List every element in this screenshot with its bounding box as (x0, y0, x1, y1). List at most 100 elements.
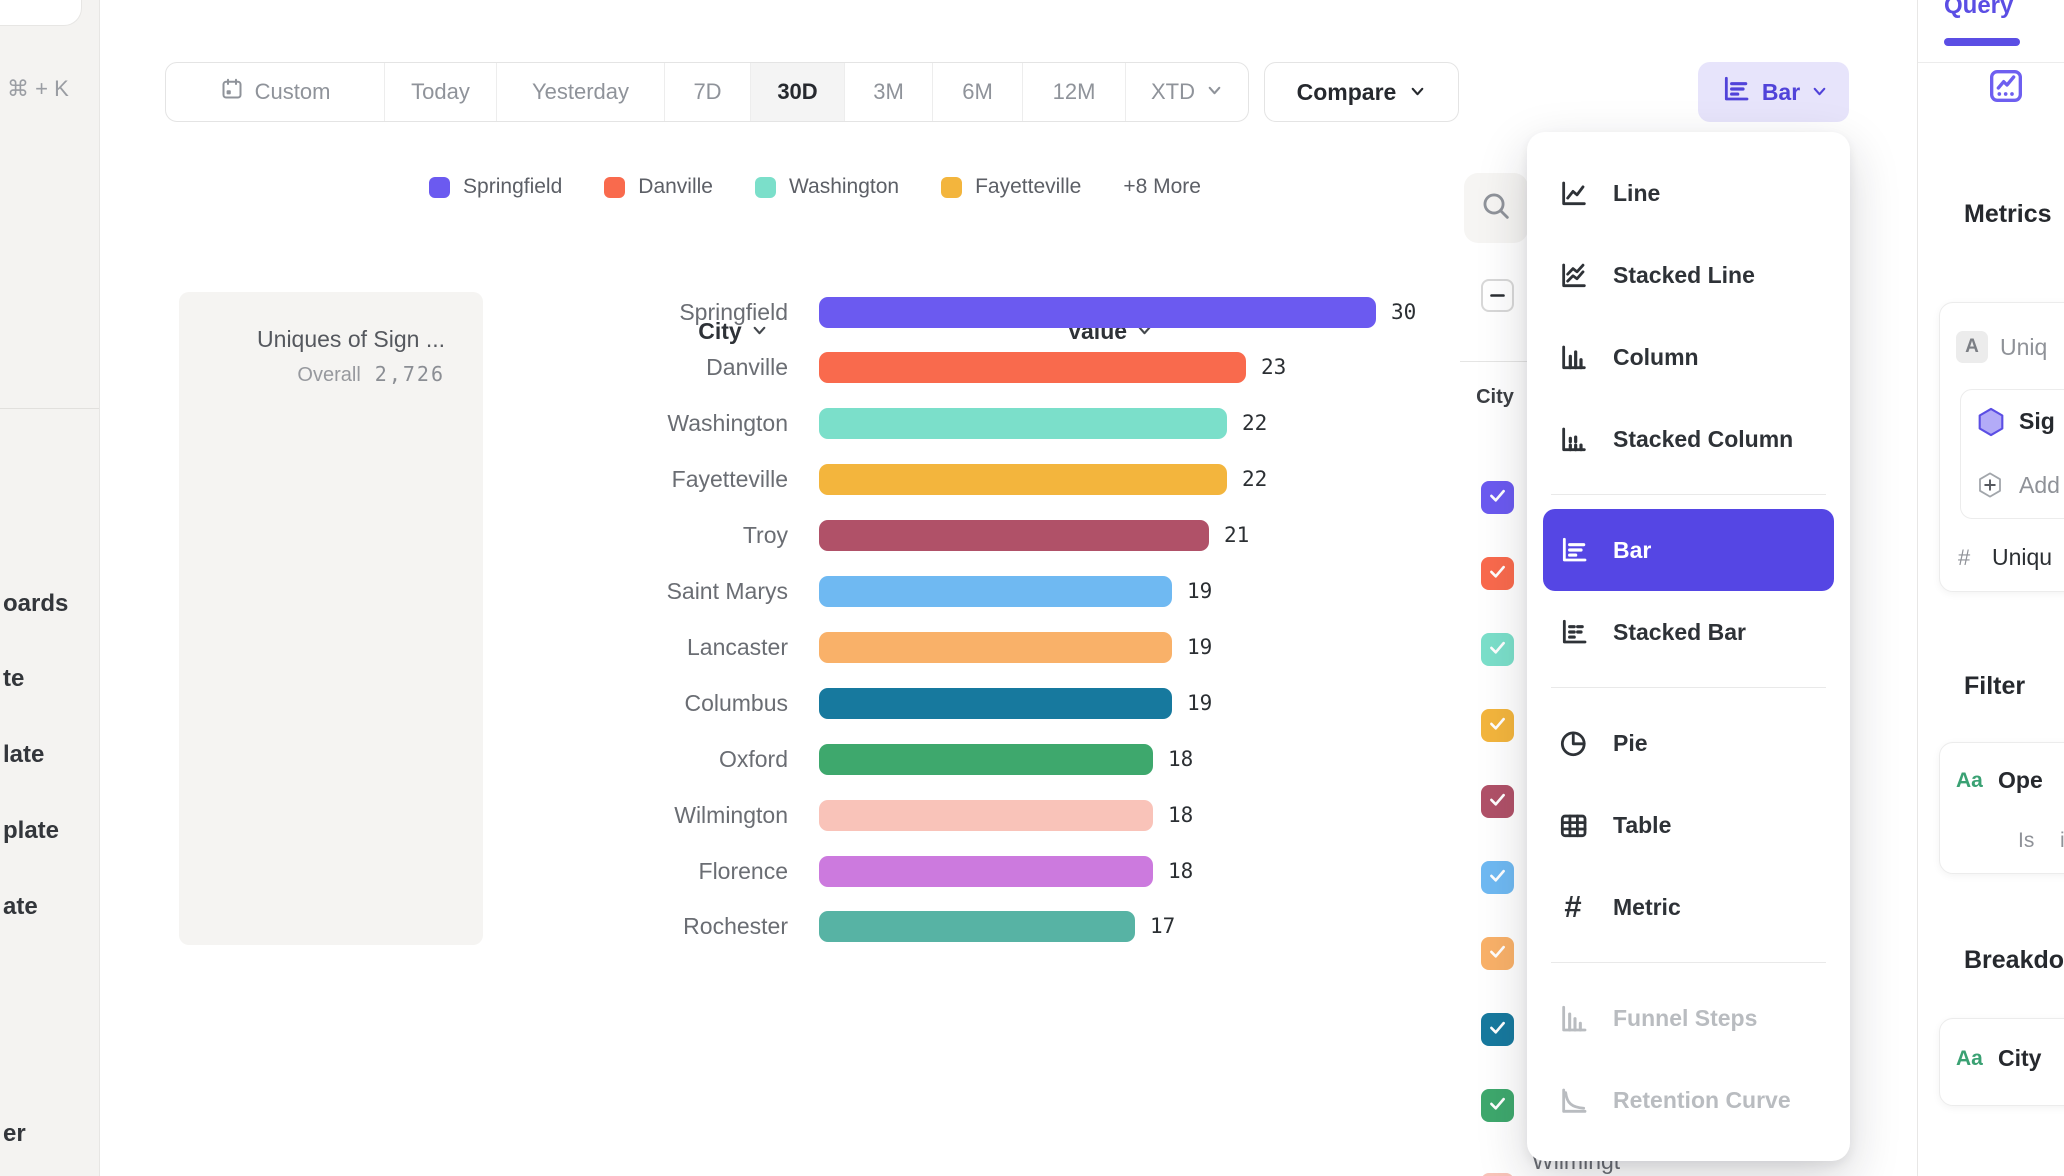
metric-letter-badge: A (1956, 331, 1988, 363)
menu-item-column[interactable]: Column (1527, 316, 1850, 398)
bar-segment[interactable] (819, 297, 1376, 328)
city-column-header[interactable]: City (663, 316, 803, 346)
bar-segment[interactable] (819, 856, 1153, 887)
sidebar-top-card-corner (0, 0, 82, 26)
filter-card[interactable]: Aa Ope Is i (1939, 742, 2064, 874)
metric-summary-card[interactable]: Uniques of Sign ... Overall 2,726 (179, 292, 483, 945)
funnel-steps-icon (1557, 1002, 1589, 1034)
date-range-label: Today (411, 79, 470, 104)
bar-segment[interactable] (819, 688, 1172, 719)
select-all-checkbox[interactable] (1481, 279, 1514, 312)
retention-curve-icon (1557, 1084, 1589, 1116)
query-panel: Query Metrics A Uniq Sig Add # Uniqu Fil… (1917, 0, 2064, 1176)
chart-type-menu: Line Stacked Line Column Stacked Column Bar S… (1527, 132, 1850, 1161)
metrics-card[interactable]: A Uniq Sig Add # Uniqu (1939, 302, 2064, 592)
series-checkbox-lancaster[interactable] (1481, 937, 1514, 970)
date-range-30d[interactable]: 30D (750, 63, 844, 121)
legend-label: Washington (788, 175, 900, 198)
legend-swatch (429, 176, 451, 198)
bar-segment[interactable] (819, 352, 1246, 383)
menu-item-stacked-column[interactable]: Stacked Column (1527, 398, 1850, 480)
chevron-down-icon (1811, 79, 1828, 106)
menu-item-stacked-line[interactable]: Stacked Line (1527, 234, 1850, 316)
tab-query[interactable]: Query (1944, 0, 2014, 19)
series-search-button[interactable] (1464, 173, 1528, 243)
date-range-12m[interactable]: 12M (1022, 63, 1125, 121)
menu-item-metric[interactable]: # Metric (1527, 866, 1850, 948)
menu-item-label: Stacked Column (1613, 425, 1794, 452)
main-content: Custom Today Yesterday 7D 30D 3M 6M 12M XTD Comp… (100, 0, 1917, 1176)
search-icon (1479, 189, 1513, 228)
date-range-today[interactable]: Today (384, 63, 496, 121)
date-range-yesterday[interactable]: Yesterday (496, 63, 664, 121)
add-event-icon[interactable] (1975, 470, 2005, 505)
date-range-6m[interactable]: 6M (932, 63, 1022, 121)
series-checkbox-danville[interactable] (1481, 557, 1514, 590)
bar-segment[interactable] (819, 576, 1172, 607)
bar-segment[interactable] (819, 800, 1153, 831)
menu-item-label: Metric (1613, 893, 1681, 920)
sidebar-item[interactable]: ate (3, 893, 38, 920)
series-checkbox-fayetteville[interactable] (1481, 709, 1514, 742)
breakdown-type-badge: Aa (1956, 1047, 1983, 1070)
date-range-7d[interactable]: 7D (664, 63, 750, 121)
series-checkbox-washington[interactable] (1481, 633, 1514, 666)
menu-item-line[interactable]: Line (1527, 152, 1850, 234)
date-range-custom[interactable]: Custom (166, 63, 384, 121)
event-card[interactable]: Sig Add (1960, 389, 2064, 519)
series-checkbox-oxford[interactable] (1481, 1089, 1514, 1122)
bar-value-label: 18 (1168, 803, 1194, 827)
sidebar-item[interactable]: oards (3, 590, 69, 617)
column-chart-icon (1557, 341, 1589, 373)
check-icon (1487, 713, 1508, 739)
date-range-label: 3M (873, 79, 904, 104)
table-chart-icon (1557, 809, 1589, 841)
series-checkbox-springfield[interactable] (1481, 481, 1514, 514)
series-checkbox-wilmington[interactable] (1481, 1173, 1514, 1176)
legend-item[interactable]: Springfield (429, 175, 562, 199)
bar-row-city-label: Springfield (679, 299, 788, 325)
check-icon (1487, 789, 1508, 815)
date-range-label: 6M (962, 79, 993, 104)
bar-segment[interactable] (819, 464, 1227, 495)
bar-value-label: 23 (1261, 355, 1287, 379)
legend-item[interactable]: Fayetteville (941, 175, 1081, 199)
bar-segment[interactable] (819, 408, 1227, 439)
sidebar-item[interactable]: te (3, 665, 25, 692)
menu-item-pie[interactable]: Pie (1527, 702, 1850, 784)
bar-segment[interactable] (819, 520, 1209, 551)
bar-segment[interactable] (819, 911, 1135, 942)
chart-type-button[interactable]: Bar (1698, 62, 1849, 122)
bar-segment[interactable] (819, 632, 1172, 663)
filter-section-title: Filter (1964, 672, 2026, 700)
menu-divider (1551, 687, 1826, 688)
date-range-3m[interactable]: 3M (844, 63, 932, 121)
series-checkbox-columbus[interactable] (1481, 1013, 1514, 1046)
insights-chart-icon[interactable] (1986, 66, 2026, 111)
series-checkbox-troy[interactable] (1481, 785, 1514, 818)
bar-segment[interactable] (819, 744, 1153, 775)
menu-item-funnel-steps: Funnel Steps (1527, 977, 1850, 1059)
sidebar-item[interactable]: late (3, 741, 45, 768)
compare-button[interactable]: Compare (1264, 62, 1459, 122)
sidebar-item[interactable]: er (3, 1120, 26, 1147)
check-icon (1487, 941, 1508, 967)
add-event-text: Add (2019, 472, 2060, 498)
legend-item[interactable]: Danville (604, 175, 713, 199)
sidebar-item[interactable]: plate (3, 817, 60, 844)
series-checkbox-saint-marys[interactable] (1481, 861, 1514, 894)
bar-row-city-label: Wilmington (674, 802, 788, 828)
menu-item-stacked-bar[interactable]: Stacked Bar (1527, 591, 1850, 673)
menu-item-table[interactable]: Table (1527, 784, 1850, 866)
calendar-icon (220, 77, 244, 107)
menu-item-bar[interactable]: Bar (1543, 509, 1834, 591)
filter-property-text: Ope (1998, 767, 2043, 793)
date-range-xtd[interactable]: XTD (1125, 63, 1248, 121)
bar-value-label: 19 (1187, 635, 1213, 659)
sidebar-divider (0, 408, 99, 409)
breakdown-card[interactable]: Aa City (1939, 1018, 2064, 1106)
legend-more-button[interactable]: +8 More (1123, 175, 1201, 198)
metric-name-text: Uniq (2000, 334, 2048, 360)
legend-item[interactable]: Washington (754, 175, 900, 199)
